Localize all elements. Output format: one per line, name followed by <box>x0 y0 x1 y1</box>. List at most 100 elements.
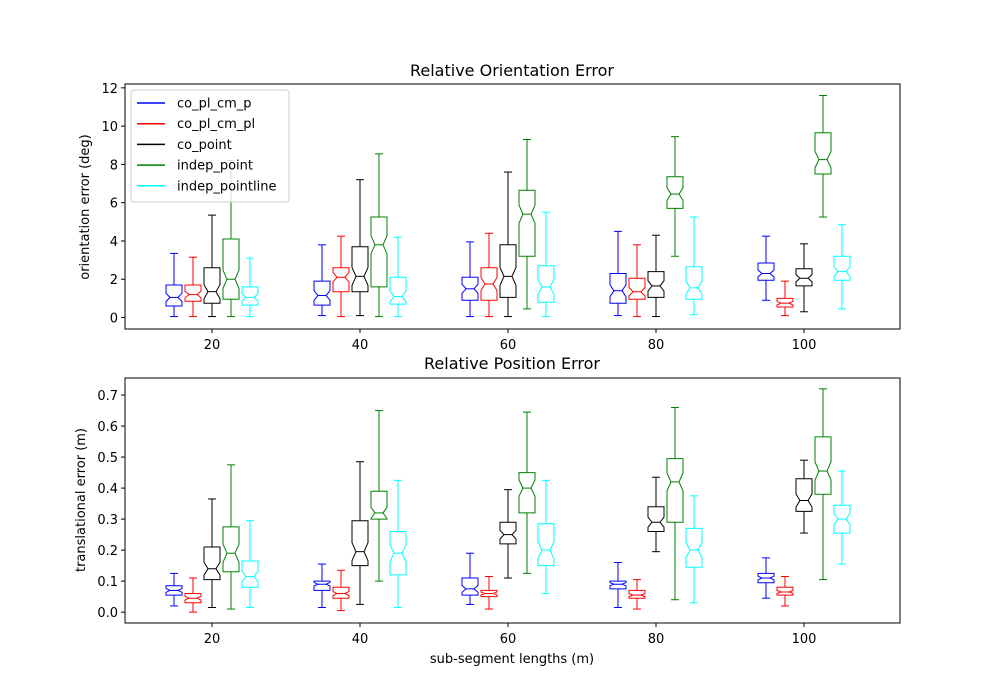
box-body <box>833 504 851 534</box>
box-plot-co_pl_cm_p-100 <box>757 235 775 301</box>
box-body <box>313 280 331 306</box>
box-body <box>518 189 536 257</box>
box-body <box>222 238 240 300</box>
y-tick-label: 4 <box>110 235 118 250</box>
box-plot-co_point-80 <box>647 234 665 318</box>
box-body <box>757 572 775 584</box>
box-body <box>647 271 665 298</box>
box-body <box>795 478 813 512</box>
box-body <box>165 284 183 307</box>
box-plot-co_pl_cm_pl-80 <box>628 244 646 318</box>
box-plot-indep_point-60 <box>518 139 536 310</box>
box-plot-co_pl_cm_pl-60 <box>480 575 498 610</box>
plot-frame <box>124 83 901 330</box>
box-body <box>389 531 407 576</box>
box-plot-co_pl_cm_p-60 <box>461 241 479 318</box>
box-body <box>480 267 498 301</box>
box-body <box>537 523 555 567</box>
box-plot-indep_pointline-60 <box>537 211 555 318</box>
x-axis-label: sub-segment lengths (m) <box>430 652 594 667</box>
box-body <box>795 268 813 287</box>
position-error-chart: Relative Position Error translational er… <box>74 354 901 667</box>
box-plot-indep_point-80 <box>666 406 684 601</box>
box-plot-co_pl_cm_p-20 <box>165 572 183 607</box>
box-body <box>628 589 646 599</box>
box-plot-indep_pointline-20 <box>241 257 259 318</box>
box-plot-co_pl_cm_pl-40 <box>332 235 350 318</box>
box-body <box>685 527 703 568</box>
box-body <box>537 265 555 303</box>
box-plot-indep_point-80 <box>666 136 684 257</box>
chart-title: Relative Position Error <box>424 354 600 373</box>
box-body <box>313 580 331 591</box>
legend: co_pl_cm_p co_pl_cm_pl co_point indep_point… <box>130 89 290 203</box>
x-ticks: 20 40 60 80 100 <box>204 329 817 353</box>
box-body <box>666 458 684 523</box>
box-plot-indep_point-40 <box>370 153 388 318</box>
box-plot-co_point-100 <box>795 243 813 313</box>
y-tick-label: 0.7 <box>97 389 118 404</box>
box-body <box>241 560 259 588</box>
box-body <box>332 267 350 293</box>
box-plot-co_pl_cm_p-100 <box>757 557 775 599</box>
y-tick-label: 12 <box>101 82 118 97</box>
box-body <box>776 297 794 308</box>
box-plot-co_point-20 <box>203 498 221 608</box>
y-tick-label: 2 <box>110 273 118 288</box>
x-tick-label: 20 <box>204 632 221 647</box>
box-body <box>499 244 517 298</box>
box-plot-indep_pointline-100 <box>833 224 851 310</box>
box-body <box>461 577 479 596</box>
x-tick-label: 100 <box>792 632 817 647</box>
box-body <box>389 276 407 305</box>
orientation-error-chart: Relative Orientation Error orientation e… <box>78 61 901 353</box>
box-body <box>833 255 851 281</box>
box-body <box>351 246 369 293</box>
box-plot-co_pl_cm_p-80 <box>609 562 627 608</box>
box-body <box>241 286 259 306</box>
y-tick-label: 10 <box>101 120 118 135</box>
box-plot-indep_point-60 <box>518 411 536 574</box>
y-tick-label: 0.2 <box>97 544 118 559</box>
box-body <box>518 472 536 514</box>
box-body <box>757 262 775 281</box>
legend-frame <box>130 89 290 203</box>
legend-entry: indep_pointline <box>177 179 276 194</box>
box-plot-co_point-100 <box>795 459 813 534</box>
box-plot-co_pl_cm_pl-20 <box>184 577 202 613</box>
box-body <box>203 546 221 581</box>
box-body <box>332 586 350 599</box>
y-tick-label: 0.6 <box>97 420 118 435</box>
legend-entry: co_point <box>177 138 232 153</box>
x-tick-label: 100 <box>792 338 817 353</box>
box-body <box>609 273 627 304</box>
box-body <box>814 436 832 495</box>
legend-entry: co_pl_cm_p <box>177 97 252 112</box>
x-tick-label: 80 <box>648 632 665 647</box>
box-plot-indep_pointline-40 <box>389 479 407 608</box>
box-plot-co_point-40 <box>351 461 369 605</box>
box-body <box>370 490 388 520</box>
box-body <box>480 589 498 598</box>
box-plot-indep_pointline-80 <box>685 495 703 604</box>
box-plot-co_pl_cm_pl-80 <box>628 579 646 610</box>
box-body <box>184 284 202 302</box>
box-plot-co_pl_cm_pl-100 <box>776 280 794 317</box>
y-tick-label: 0.0 <box>97 606 118 621</box>
y-tick-label: 8 <box>110 158 118 173</box>
box-plot-indep_point-100 <box>814 388 832 581</box>
chart-marks <box>165 94 851 318</box>
y-ticks: 0 2 4 6 8 10 12 <box>101 82 125 327</box>
box-body <box>609 580 627 590</box>
box-body <box>814 132 832 175</box>
box-body <box>776 586 794 596</box>
box-plot-indep_pointline-100 <box>833 470 851 565</box>
box-plot-co_pl_cm_pl-20 <box>184 256 202 318</box>
chart-marks <box>165 388 851 613</box>
box-body <box>351 520 369 567</box>
chart-title: Relative Orientation Error <box>410 61 614 80</box>
box-body <box>203 267 221 304</box>
legend-entry: indep_point <box>177 159 253 174</box>
box-body <box>628 277 646 300</box>
